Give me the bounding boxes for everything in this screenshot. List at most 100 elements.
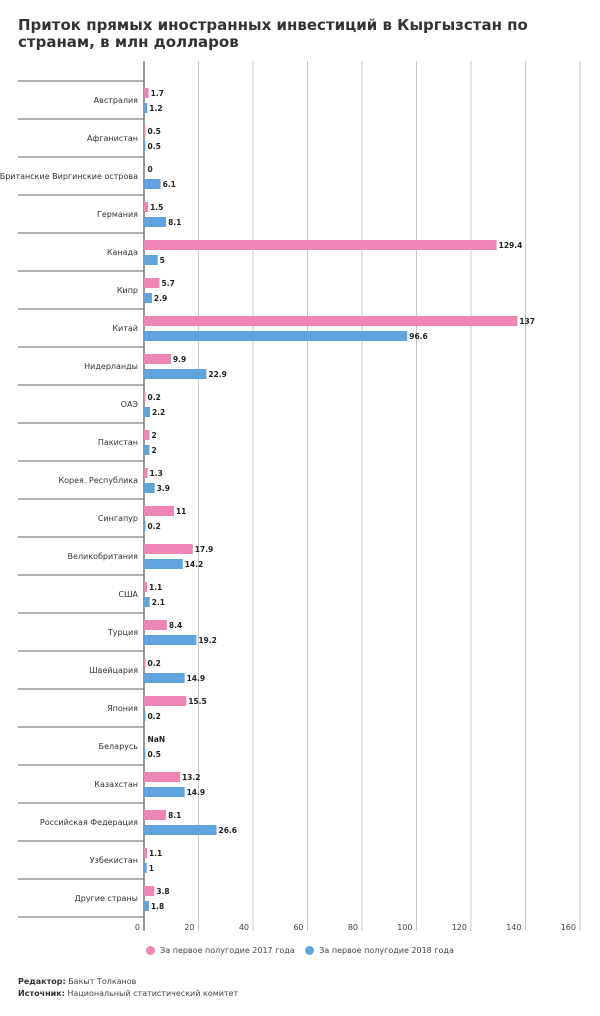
bar-2017 — [144, 240, 497, 250]
data-label: 8.1 — [168, 811, 181, 820]
legend-item-2017[interactable]: За первое полугодие 2017 года — [146, 946, 295, 955]
bar-2018 — [144, 369, 207, 379]
data-label: 137 — [519, 317, 535, 326]
data-label: 8.4 — [169, 621, 182, 630]
bar-2017 — [144, 544, 193, 554]
x-tick-label: 100 — [397, 923, 412, 932]
bar-2018 — [144, 863, 147, 873]
data-label: 11 — [176, 507, 186, 516]
category-label: Швейцария — [89, 666, 138, 675]
source-label: Источник: — [18, 989, 65, 998]
data-label: 0.5 — [148, 750, 161, 759]
data-label: 1.8 — [151, 902, 164, 911]
legend: За первое полугодие 2017 года За первое … — [0, 946, 600, 957]
data-label: NaN — [148, 735, 166, 744]
editor-name: Бакыт Толканов — [68, 977, 137, 986]
data-label: 5 — [160, 256, 165, 265]
data-label: 0.2 — [148, 393, 161, 402]
category-label: Нидерланды — [84, 362, 138, 371]
data-label: 22.9 — [208, 370, 227, 379]
x-tick-label: 160 — [561, 923, 576, 932]
legend-label-2017: За первое полугодие 2017 года — [160, 946, 295, 955]
bar-2018 — [144, 825, 217, 835]
bar-2017 — [144, 354, 171, 364]
bar-2018 — [144, 673, 185, 683]
data-label: 1.5 — [150, 203, 163, 212]
bar-2018 — [144, 483, 155, 493]
bar-2018 — [144, 407, 150, 417]
legend-item-2018[interactable]: За первое полугодие 2018 года — [305, 946, 454, 955]
legend-dot-2018 — [305, 946, 315, 955]
data-label: 2.9 — [154, 294, 167, 303]
source-credit: Источник: Национальный статистический ко… — [18, 989, 238, 998]
bar-2018 — [144, 787, 185, 797]
category-label: США — [118, 590, 138, 599]
bar-2018 — [144, 559, 183, 569]
editor-credit: Редактор: Бакыт Толканов — [18, 977, 136, 986]
bar-2017 — [144, 696, 187, 706]
bar-2017 — [144, 886, 155, 896]
bar-2017 — [144, 430, 150, 440]
data-label: 1.1 — [149, 583, 162, 592]
category-label: Германия — [97, 210, 138, 219]
bar-2017 — [144, 620, 167, 630]
data-label: 8.1 — [168, 218, 181, 227]
category-label: Кипр — [117, 286, 138, 295]
data-label: 1.3 — [150, 469, 163, 478]
bar-2018 — [144, 711, 146, 721]
bar-2017 — [144, 126, 146, 136]
bar-2017 — [144, 316, 518, 326]
bar-2018 — [144, 445, 150, 455]
data-label: 2.2 — [152, 408, 165, 417]
data-label: 5.7 — [162, 279, 175, 288]
bar-2017 — [144, 202, 149, 212]
data-label: 19.2 — [198, 636, 217, 645]
bar-2018 — [144, 331, 408, 341]
data-label: 26.6 — [218, 826, 237, 835]
editor-label: Редактор: — [18, 977, 66, 986]
data-label: 0.5 — [148, 127, 161, 136]
data-label: 2.1 — [152, 598, 165, 607]
bar-2017 — [144, 468, 148, 478]
category-label: Казахстан — [94, 780, 138, 789]
source-name: Национальный статистический комитет — [67, 989, 239, 998]
bar-2018 — [144, 179, 161, 189]
x-tick-label: 80 — [348, 923, 358, 932]
bar-2017 — [144, 88, 149, 98]
category-label: Афганистан — [87, 134, 138, 143]
category-label: Великобритания — [68, 552, 139, 561]
data-label: 1.1 — [149, 849, 162, 858]
x-tick-label: 40 — [239, 923, 249, 932]
bar-2018 — [144, 635, 197, 645]
data-label: 2 — [151, 431, 156, 440]
legend-label-2018: За первое полугодие 2018 года — [319, 946, 454, 955]
data-label: 0.2 — [148, 712, 161, 721]
data-label: 9.9 — [173, 355, 186, 364]
x-tick-label: 0 — [135, 923, 140, 932]
data-label: 96.6 — [409, 332, 428, 341]
category-label: Беларусь — [99, 742, 139, 751]
bar-2018 — [144, 141, 146, 151]
category-label: Австралия — [94, 96, 139, 105]
category-label: Китай — [112, 324, 138, 333]
data-label: 17.9 — [195, 545, 214, 554]
bar-2018 — [144, 597, 150, 607]
data-label: 0.2 — [148, 659, 161, 668]
bar-2018 — [144, 749, 146, 759]
chart-title: Приток прямых иностранных инвестиций в К… — [18, 16, 528, 51]
category-label: Британские Виргинские острова — [0, 172, 138, 181]
bar-2017 — [144, 658, 146, 668]
category-label: Япония — [107, 704, 138, 713]
data-label: 14.9 — [187, 674, 206, 683]
data-label: 3.8 — [156, 887, 169, 896]
x-tick-label: 120 — [452, 923, 467, 932]
data-label: 1.7 — [151, 89, 164, 98]
data-label: 6.1 — [163, 180, 176, 189]
bar-2017 — [144, 506, 174, 516]
category-label: Канада — [107, 248, 138, 257]
bar-2018 — [144, 293, 152, 303]
bar-2017 — [144, 582, 147, 592]
data-label: 1.2 — [149, 104, 162, 113]
data-label: 0 — [148, 165, 153, 174]
bar-2017 — [144, 810, 167, 820]
